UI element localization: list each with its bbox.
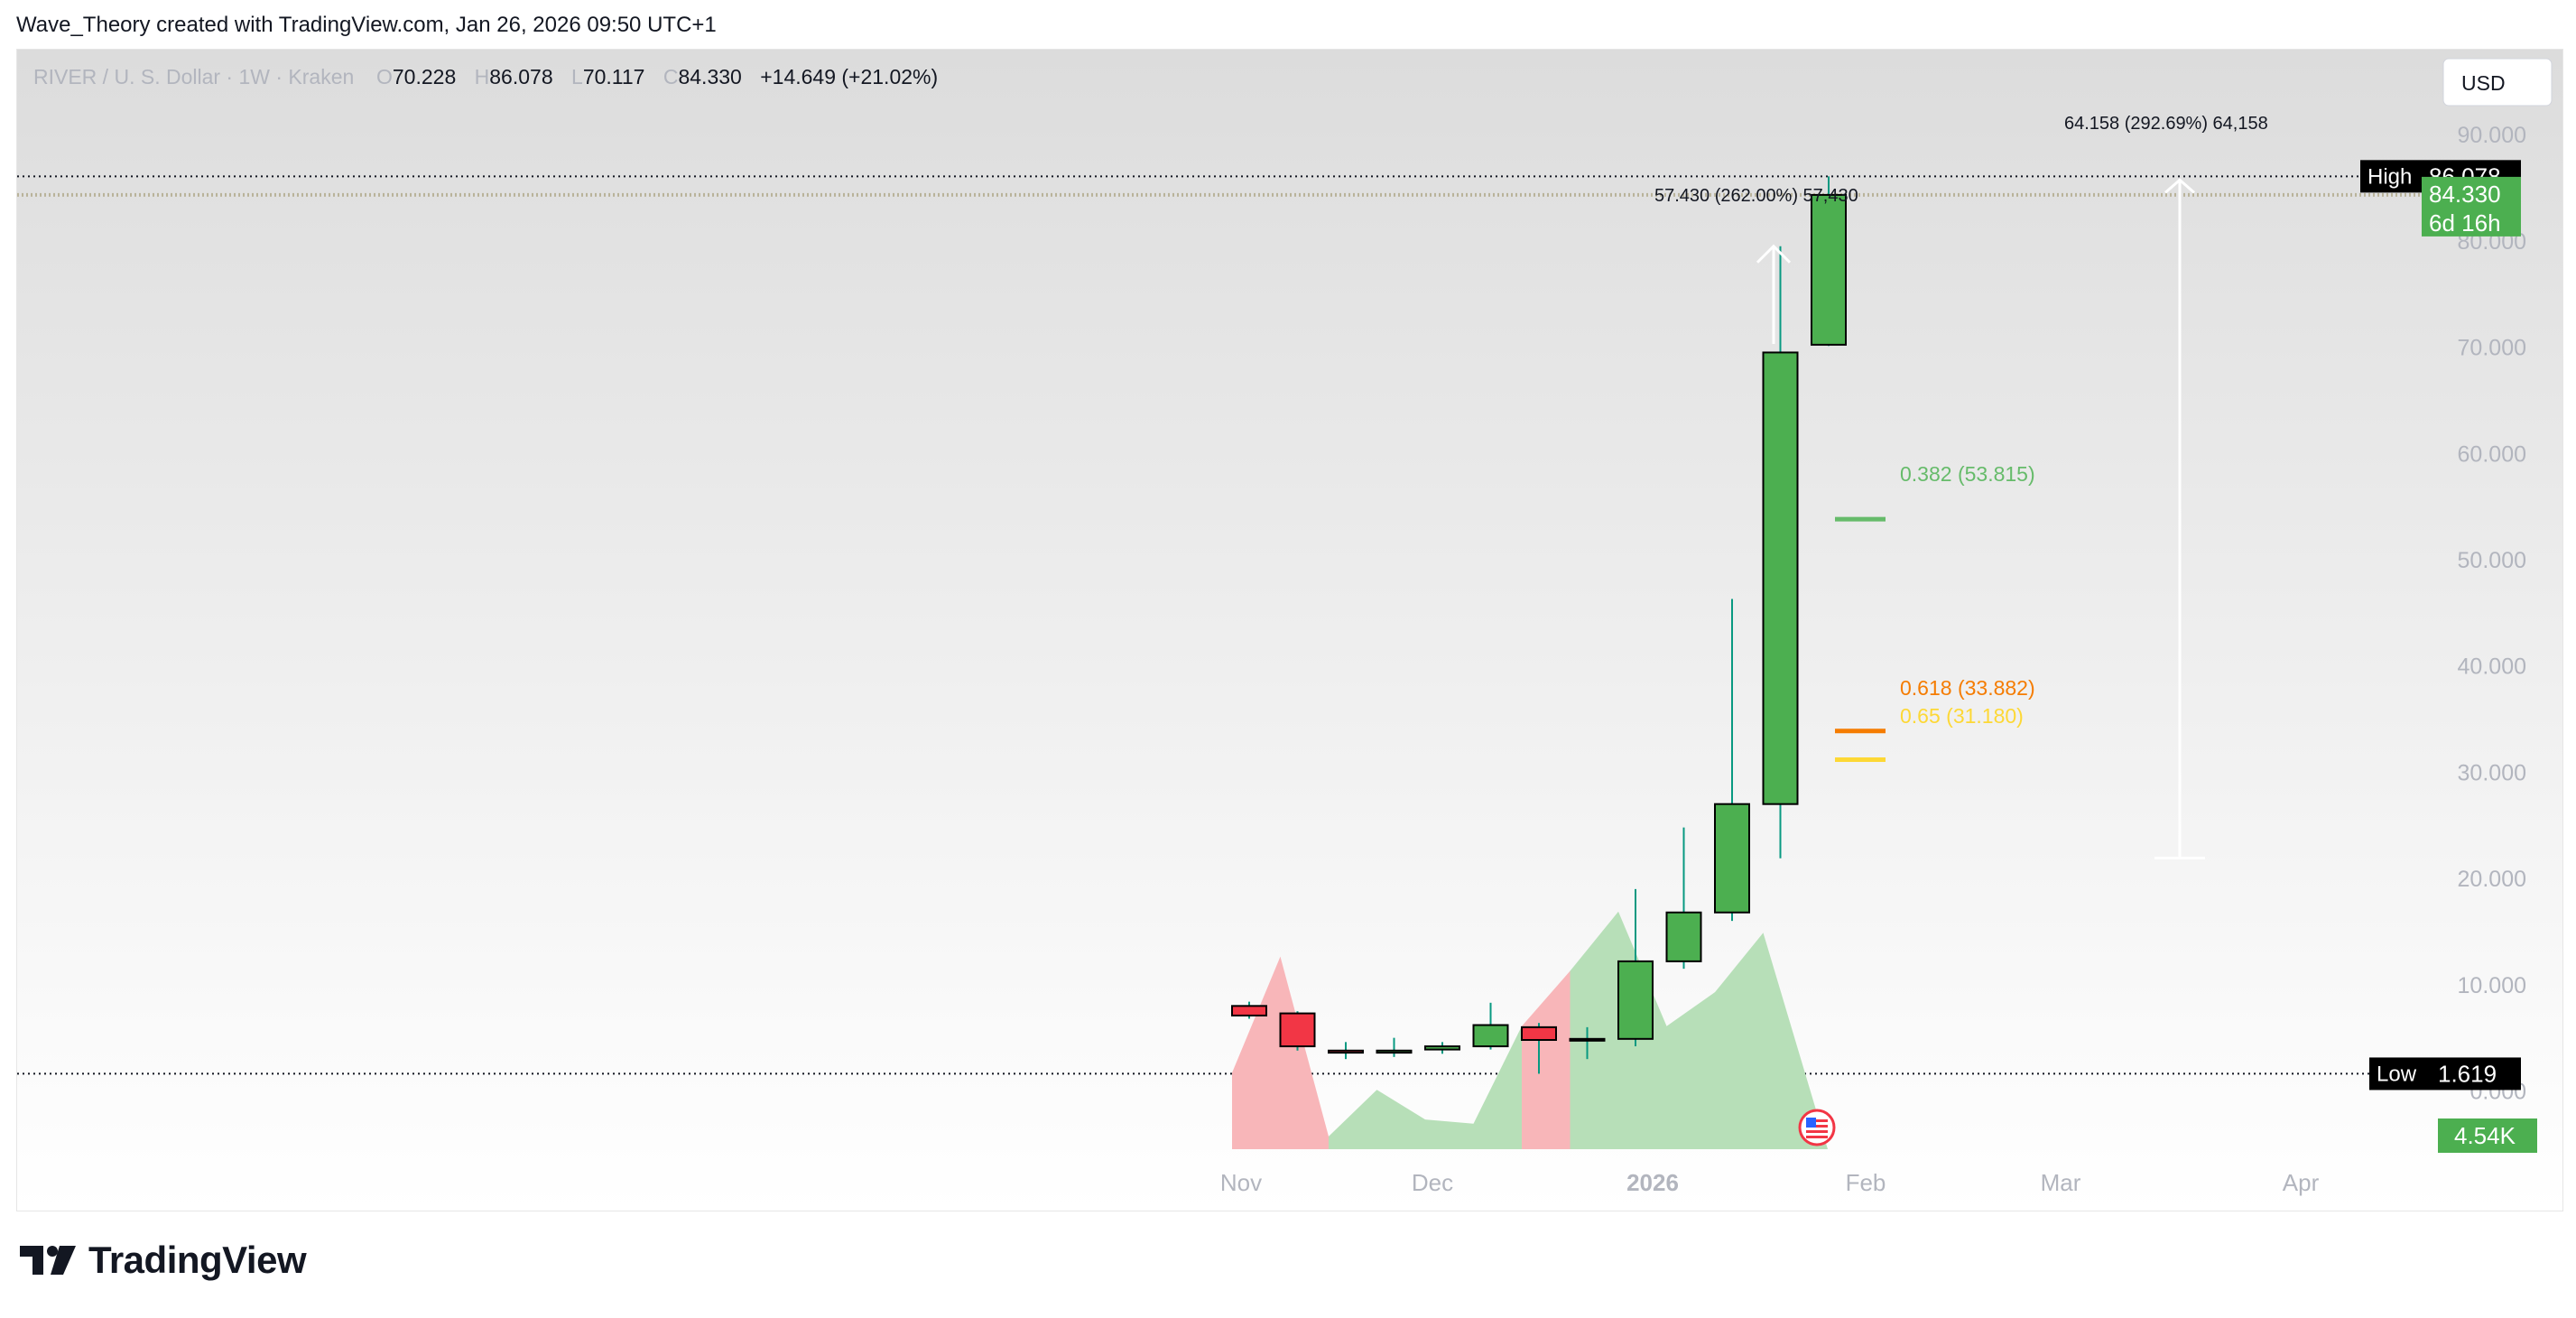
time-axis-tick-label: 2026 <box>1626 1169 1679 1196</box>
fib-level[interactable]: 0.382 (53.815) <box>1835 462 2035 522</box>
price-chart[interactable]: RIVER / U. S. Dollar · 1W · Kraken O70.2… <box>17 50 2562 1211</box>
price-axis-tick-label: 90.000 <box>2458 123 2526 148</box>
measure-long-label: 64.158 (292.69%) 64,158 <box>2064 114 2268 134</box>
time-axis-tick-label: Apr <box>2283 1169 2320 1196</box>
candle-body <box>1231 1005 1267 1016</box>
currency-button-label: USD <box>2461 71 2506 95</box>
tradingview-wordmark: TradingView <box>88 1239 307 1281</box>
tradingview-logo-icon <box>20 1246 76 1275</box>
legend-low-label: L <box>571 65 583 88</box>
candle-body <box>1762 351 1799 805</box>
volume-area-segment <box>1666 992 1715 1149</box>
candle-body <box>1714 803 1750 914</box>
price-axis-tick-label: 30.000 <box>2458 760 2526 785</box>
legend-close-label: C <box>663 65 679 88</box>
volume-area-segment <box>1522 970 1571 1149</box>
candle-body <box>1472 1024 1509 1048</box>
volume-badge: 4.54K <box>2438 1118 2537 1153</box>
candle[interactable] <box>1617 888 1654 1047</box>
price-range-measure-short[interactable]: 57.430 (262.00%) 57,430 <box>1654 186 1858 345</box>
volume-area-segment <box>1570 911 1618 1149</box>
low-marker: Low 1.619 <box>2369 1057 2521 1091</box>
candle[interactable] <box>1472 1002 1509 1050</box>
volume-area-segment <box>1329 1090 1377 1149</box>
price-axis-tick-label: 60.000 <box>2458 441 2526 467</box>
fib-level-label: 0.382 (53.815) <box>1900 462 2035 486</box>
volume-area-segment <box>1425 1119 1474 1149</box>
candle-body <box>1617 960 1654 1040</box>
candle[interactable] <box>1376 1037 1413 1057</box>
price-axis-tick-label: 70.000 <box>2458 336 2526 361</box>
legend-ohlc: O70.228 H86.078 L70.117 C84.330 +14.649 … <box>376 65 938 88</box>
legend-low-value: 70.117 <box>583 65 645 88</box>
time-axis-tick-label: Feb <box>1846 1169 1886 1196</box>
candle[interactable] <box>1762 246 1799 859</box>
volume-area-segment <box>1763 933 1828 1149</box>
candle[interactable] <box>1328 1042 1364 1060</box>
price-axis[interactable]: 0.00010.00020.00030.00040.00050.00060.00… <box>2458 123 2526 1104</box>
time-axis[interactable]: Nov Dec 2026 Feb Mar Apr <box>1220 1169 2320 1196</box>
candle[interactable] <box>1714 599 1750 922</box>
candle[interactable] <box>1231 1001 1267 1019</box>
price-axis-tick-label: 40.000 <box>2458 654 2526 680</box>
low-marker-label: Low <box>2377 1062 2417 1086</box>
bar-countdown: 6d 16h <box>2429 209 2501 237</box>
candle-body <box>1569 1037 1606 1042</box>
currency-button[interactable]: USD <box>2442 58 2553 107</box>
measure-short-label: 57.430 (262.00%) 57,430 <box>1654 186 1858 206</box>
volume-area <box>1232 911 1828 1149</box>
candle-body <box>1279 1012 1316 1048</box>
fib-level-label: 0.618 (33.882) <box>1900 676 2035 700</box>
volume-area-segment <box>1280 956 1329 1149</box>
legend-open-value: 70.228 <box>393 65 456 88</box>
price-axis-tick-label: 20.000 <box>2458 867 2526 892</box>
candle-body <box>1665 911 1702 962</box>
high-marker-label: High <box>2368 164 2412 189</box>
candle[interactable] <box>1665 827 1702 970</box>
time-axis-tick-label: Dec <box>1412 1169 1453 1196</box>
price-axis-tick-label: 50.000 <box>2458 548 2526 573</box>
candle[interactable] <box>1569 1026 1606 1060</box>
fibonacci-levels[interactable]: 0.382 (53.815) 0.618 (33.882) 0.65 (31.180… <box>1835 462 2035 762</box>
volume-area-segment <box>1715 933 1764 1149</box>
chart-pane[interactable]: RIVER / U. S. Dollar · 1W · Kraken O70.2… <box>16 49 2563 1211</box>
legend-close-value: 84.330 <box>678 65 741 88</box>
candle-body <box>1521 1026 1557 1041</box>
last-price-badge: 84.330 6d 16h <box>2422 176 2521 237</box>
candle-body <box>1376 1049 1413 1054</box>
fib-level-label: 0.65 (31.180) <box>1900 704 2024 728</box>
candle[interactable] <box>1521 1023 1557 1074</box>
us-flag-event-icon[interactable] <box>1798 1109 1836 1146</box>
volume-area-segment <box>1376 1090 1425 1149</box>
time-axis-tick-label: Mar <box>2041 1169 2081 1196</box>
candle[interactable] <box>1811 176 1847 347</box>
candle[interactable] <box>1424 1042 1460 1054</box>
legend-high-value: 86.078 <box>489 65 552 88</box>
legend-high-label: H <box>475 65 490 88</box>
last-price-value: 84.330 <box>2429 181 2501 208</box>
candle-body <box>1811 193 1847 346</box>
candle[interactable] <box>1279 1011 1316 1051</box>
price-range-measure-long[interactable]: 64.158 (292.69%) 64,158 <box>2064 114 2268 859</box>
legend-open-label: O <box>376 65 393 88</box>
price-axis-tick-label: 10.000 <box>2458 973 2526 998</box>
legend-symbol: RIVER / U. S. Dollar · 1W · Kraken <box>33 65 354 88</box>
candle-body <box>1328 1049 1364 1054</box>
volume-area-segment <box>1473 1026 1522 1149</box>
tradingview-branding[interactable]: TradingView <box>20 1239 307 1282</box>
candlestick-series[interactable] <box>1231 176 1847 1074</box>
volume-badge-value: 4.54K <box>2454 1122 2516 1149</box>
fib-level[interactable]: 0.618 (33.882) <box>1835 676 2035 734</box>
chart-attribution: Wave_Theory created with TradingView.com… <box>16 13 717 37</box>
candle-body <box>1424 1045 1460 1051</box>
legend-change: +14.649 (+21.02%) <box>760 65 938 88</box>
low-marker-value: 1.619 <box>2438 1060 2497 1087</box>
volume-area-segment <box>1232 956 1281 1149</box>
fib-level[interactable]: 0.65 (31.180) <box>1835 704 2024 762</box>
time-axis-tick-label: Nov <box>1220 1169 1262 1196</box>
